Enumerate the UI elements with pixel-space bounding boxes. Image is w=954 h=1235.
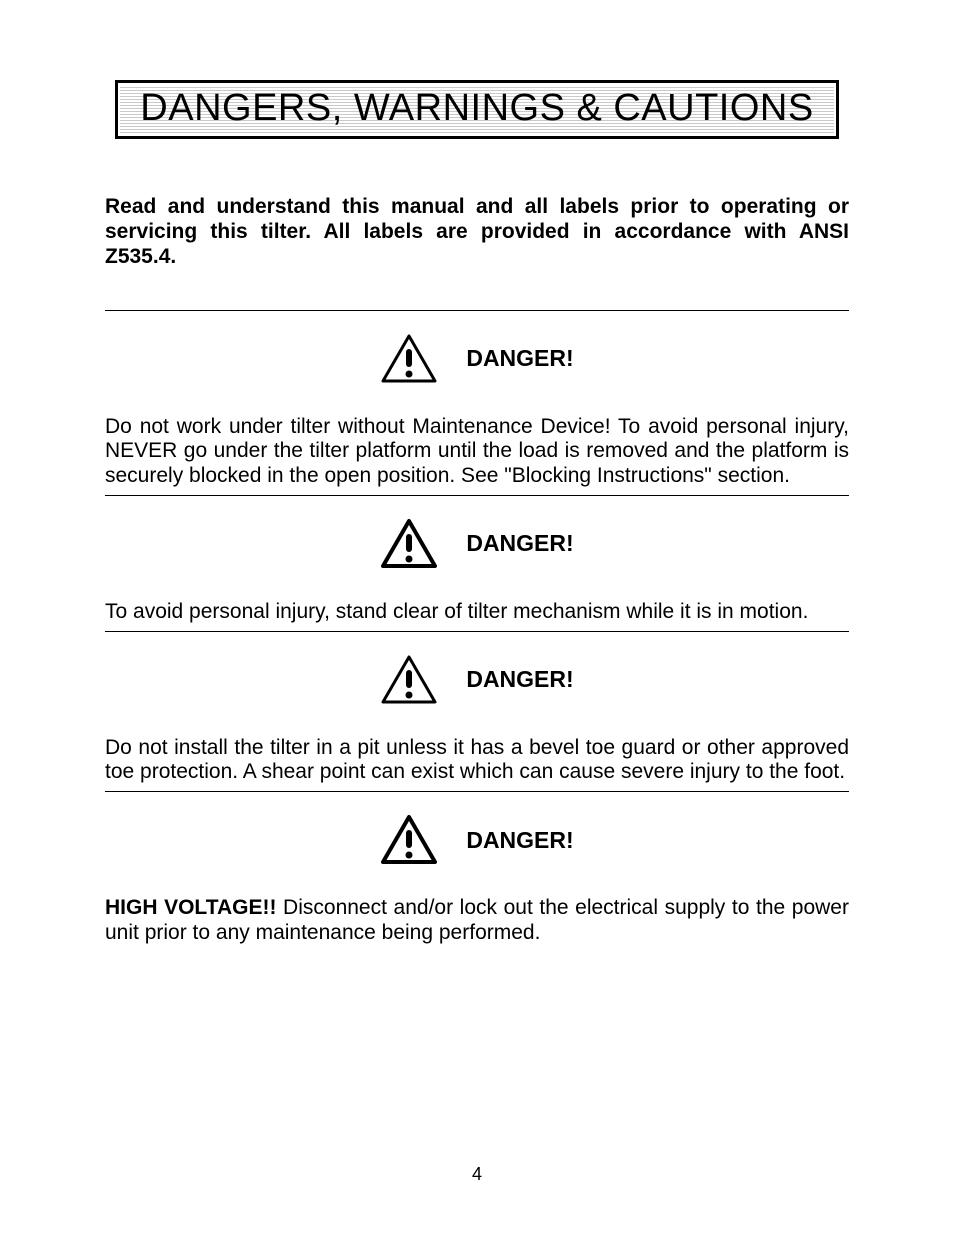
warning-triangle-icon [380,518,438,570]
warning-header: DANGER! [105,518,849,570]
intro-text: Read and understand this manual and all … [105,194,849,270]
sections-container: DANGER! Do not work under tilter without … [105,333,849,946]
warning-triangle-icon [380,654,438,706]
warning-body: Do not install the tilter in a pit unles… [105,736,849,786]
divider [105,791,849,792]
warning-triangle-icon [380,333,438,385]
divider [105,631,849,632]
divider [105,310,849,311]
warning-body: Do not work under tilter without Mainten… [105,415,849,489]
warning-triangle-icon [380,814,438,866]
page: DANGERS, WARNINGS & CAUTIONS Read and un… [0,0,954,1235]
warning-heading: DANGER! [466,530,573,557]
warning-body: To avoid personal injury, stand clear of… [105,600,849,625]
warning-text: To avoid personal injury, stand clear of… [105,600,808,623]
warning-body: HIGH VOLTAGE!! Disconnect and/or lock ou… [105,896,849,946]
warning-text: Do not install the tilter in a pit unles… [105,736,849,784]
warning-heading: DANGER! [466,827,573,854]
title-inner: DANGERS, WARNINGS & CAUTIONS [120,85,834,134]
page-number: 4 [0,1164,954,1185]
warning-text: Do not work under tilter without Mainten… [105,415,849,488]
warning-header: DANGER! [105,333,849,385]
warning-header: DANGER! [105,654,849,706]
warning-lead: HIGH VOLTAGE!! [105,896,276,919]
warning-header: DANGER! [105,814,849,866]
page-title: DANGERS, WARNINGS & CAUTIONS [140,87,813,129]
title-box: DANGERS, WARNINGS & CAUTIONS [115,80,839,139]
warning-heading: DANGER! [466,345,573,372]
warning-heading: DANGER! [466,666,573,693]
divider [105,495,849,496]
